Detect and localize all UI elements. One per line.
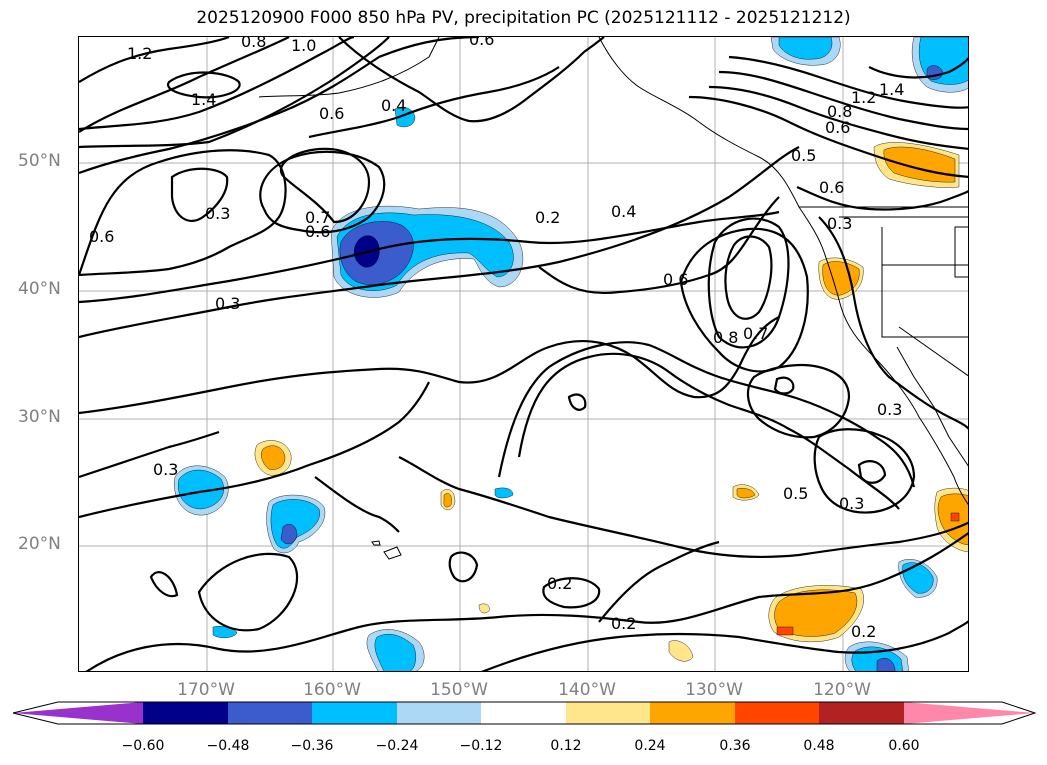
coastlines bbox=[258, 37, 968, 560]
colorbar-tick-label: −0.12 bbox=[459, 738, 503, 754]
colorbar-tick-label: −0.48 bbox=[206, 738, 250, 754]
contour-label: 0.2 bbox=[851, 622, 876, 641]
precip-region bbox=[950, 512, 960, 522]
colorbar-tick-label: 0.24 bbox=[634, 738, 666, 754]
contour-label: 0.6 bbox=[469, 37, 494, 49]
lon-label-140w: 140°W bbox=[558, 680, 616, 700]
contour-label: 0.6 bbox=[825, 118, 850, 137]
map-title: 2025120900 F000 850 hPa PV, precipitatio… bbox=[196, 8, 851, 28]
map-canvas: 1.2 0.8 1.0 0.6 1.4 0.6 0.4 0.6 0.3 0.7 … bbox=[79, 37, 968, 671]
contour-label: 0.6 bbox=[305, 222, 330, 241]
colorbar-tick-label: −0.60 bbox=[121, 738, 165, 754]
precip-region bbox=[776, 626, 794, 636]
contour-label: 1.2 bbox=[851, 88, 876, 107]
contour-label: 1.4 bbox=[879, 80, 904, 99]
contour-label: 0.6 bbox=[819, 178, 844, 197]
lat-label-20n: 20°N bbox=[18, 534, 61, 554]
lon-label-170w: 170°W bbox=[177, 680, 235, 700]
colorbar-segment bbox=[397, 702, 481, 724]
colorbar-tick-label: −0.36 bbox=[290, 738, 334, 754]
precip-region bbox=[178, 469, 224, 510]
map-panel: 1.2 0.8 1.0 0.6 1.4 0.6 0.4 0.6 0.3 0.7 … bbox=[78, 36, 969, 672]
precip-region bbox=[876, 658, 896, 671]
colorbar-segment bbox=[13, 702, 143, 724]
precip-region bbox=[494, 487, 514, 499]
colorbar-segment bbox=[143, 702, 228, 724]
contour-label: 0.6 bbox=[663, 270, 688, 289]
precip-region bbox=[478, 603, 490, 614]
colorbar bbox=[12, 701, 1037, 725]
precip-region bbox=[280, 524, 298, 545]
contour-label: 0.8 bbox=[241, 37, 266, 51]
gridlines bbox=[79, 37, 968, 671]
lon-label-150w: 150°W bbox=[430, 680, 488, 700]
contour-label: 0.7 bbox=[743, 324, 768, 343]
colorbar-segment bbox=[650, 702, 735, 724]
colorbar-tick-label: 0.36 bbox=[719, 738, 751, 754]
colorbar-tick-label: −0.24 bbox=[375, 738, 419, 754]
precip-region bbox=[736, 488, 756, 499]
contour-label: 0.4 bbox=[381, 96, 406, 115]
contour-label: 0.3 bbox=[877, 400, 902, 419]
pv-contours bbox=[79, 37, 968, 671]
colorbar-segments bbox=[13, 702, 1035, 724]
contour-label: 1.0 bbox=[291, 37, 316, 55]
colorbar-segment bbox=[735, 702, 819, 724]
lat-label-50n: 50°N bbox=[18, 151, 61, 171]
lon-label-130w: 130°W bbox=[685, 680, 743, 700]
colorbar-segment bbox=[228, 702, 312, 724]
contour-label: 0.8 bbox=[827, 102, 852, 121]
contour-label: 1.4 bbox=[191, 90, 216, 109]
lon-label-120w: 120°W bbox=[813, 680, 871, 700]
contour-label: 0.3 bbox=[205, 204, 230, 223]
colorbar-tick-label: 0.12 bbox=[550, 738, 582, 754]
colorbar-segment bbox=[481, 702, 566, 724]
contour-label: 0.3 bbox=[153, 460, 178, 479]
precip-region bbox=[822, 261, 860, 296]
contour-label: 0.2 bbox=[611, 614, 636, 633]
contour-label: 0.2 bbox=[535, 208, 560, 227]
contour-label: 0.3 bbox=[827, 214, 852, 233]
colorbar-segment bbox=[819, 702, 904, 724]
contour-label: 0.6 bbox=[319, 104, 344, 123]
contour-label: 0.3 bbox=[215, 294, 240, 313]
contour-label: 0.5 bbox=[783, 484, 808, 503]
precip-region bbox=[261, 445, 286, 470]
precip-region bbox=[374, 634, 416, 671]
contour-label: 0.8 bbox=[713, 328, 738, 347]
precip-region bbox=[668, 640, 694, 662]
lon-label-160w: 160°W bbox=[303, 680, 361, 700]
colorbar-tick-label: 0.48 bbox=[803, 738, 835, 754]
lat-label-30n: 30°N bbox=[18, 407, 61, 427]
lat-label-40n: 40°N bbox=[18, 279, 61, 299]
colorbar-segment bbox=[312, 702, 397, 724]
contour-label: 0.5 bbox=[791, 146, 816, 165]
precip-region bbox=[443, 493, 452, 508]
colorbar-tick-label: 0.60 bbox=[888, 738, 920, 754]
precip-shading bbox=[174, 37, 968, 671]
contour-label: 0.4 bbox=[611, 202, 636, 221]
contour-label: 0.6 bbox=[89, 227, 114, 246]
precip-region bbox=[778, 37, 833, 60]
contour-label: 0.2 bbox=[547, 574, 572, 593]
contour-label: 0.7 bbox=[305, 208, 330, 227]
contour-labels: 1.2 0.8 1.0 0.6 1.4 0.6 0.4 0.6 0.3 0.7 … bbox=[89, 37, 904, 641]
contour-label: 1.2 bbox=[127, 44, 152, 63]
colorbar-segment bbox=[566, 702, 650, 724]
colorbar-segment bbox=[904, 702, 1035, 724]
precip-region bbox=[774, 589, 858, 637]
contour-label: 0.3 bbox=[839, 494, 864, 513]
